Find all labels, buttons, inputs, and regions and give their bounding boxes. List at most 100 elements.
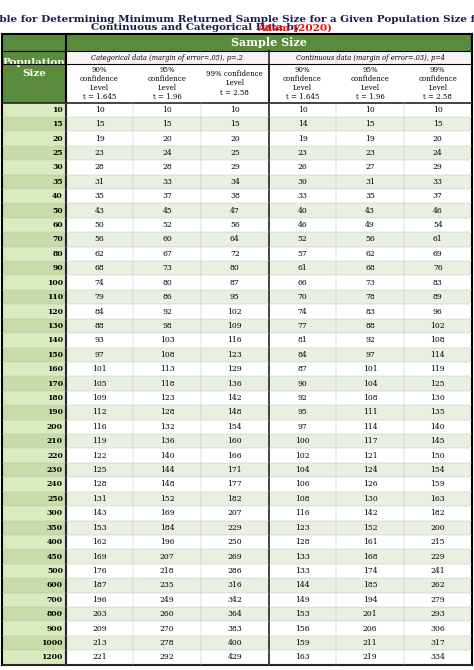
Bar — [201, 563, 269, 578]
Text: 306: 306 — [430, 624, 445, 632]
Text: 123: 123 — [295, 524, 310, 532]
Text: 110: 110 — [47, 293, 63, 301]
Text: 240: 240 — [47, 480, 63, 488]
Bar — [66, 333, 133, 348]
Text: 152: 152 — [363, 524, 377, 532]
Text: 292: 292 — [160, 653, 174, 661]
Text: 56: 56 — [95, 235, 104, 243]
Bar — [133, 607, 201, 621]
Text: 60: 60 — [162, 235, 172, 243]
Bar — [201, 535, 269, 549]
Bar — [2, 563, 66, 578]
Text: 118: 118 — [160, 380, 174, 387]
Bar — [404, 362, 472, 377]
Text: 92: 92 — [162, 308, 172, 316]
Bar — [404, 290, 472, 304]
Text: 160: 160 — [47, 365, 63, 373]
Text: 800: 800 — [47, 610, 63, 618]
Text: 46: 46 — [298, 221, 307, 229]
Text: 210: 210 — [47, 438, 63, 446]
Bar — [2, 131, 66, 146]
Text: 27: 27 — [365, 163, 375, 172]
Text: 269: 269 — [228, 553, 242, 561]
Text: 50: 50 — [95, 221, 104, 229]
Text: 80: 80 — [52, 250, 63, 258]
Bar — [201, 578, 269, 592]
Bar — [337, 362, 404, 377]
Bar — [201, 247, 269, 261]
Text: 56: 56 — [230, 221, 240, 229]
Bar — [269, 304, 337, 319]
Bar — [66, 319, 133, 333]
Bar — [133, 592, 201, 607]
Bar — [66, 232, 133, 247]
Bar — [133, 434, 201, 448]
Text: 66: 66 — [298, 279, 307, 287]
Bar — [404, 477, 472, 492]
Bar — [269, 319, 337, 333]
Text: 10: 10 — [365, 106, 375, 114]
Text: 10: 10 — [230, 106, 240, 114]
Text: 35: 35 — [95, 192, 104, 200]
Text: 148: 148 — [160, 480, 174, 488]
Text: 174: 174 — [363, 567, 377, 575]
Text: 24: 24 — [433, 149, 443, 157]
Text: 10: 10 — [433, 106, 443, 114]
Bar — [2, 448, 66, 463]
Text: 135: 135 — [430, 409, 445, 416]
Bar — [133, 578, 201, 592]
Bar — [2, 175, 66, 189]
Text: 180: 180 — [47, 394, 63, 402]
Text: 150: 150 — [47, 351, 63, 358]
Text: 109: 109 — [92, 394, 107, 402]
Bar — [133, 189, 201, 204]
Bar — [269, 607, 337, 621]
Text: 161: 161 — [363, 538, 377, 546]
Text: 20: 20 — [52, 135, 63, 143]
Text: 153: 153 — [92, 524, 107, 532]
Text: 15: 15 — [365, 120, 375, 128]
Text: 220: 220 — [47, 452, 63, 460]
Bar — [404, 218, 472, 232]
Bar — [269, 434, 337, 448]
Bar — [337, 275, 404, 290]
Text: Adam (2020): Adam (2020) — [257, 23, 332, 32]
Bar — [337, 650, 404, 665]
Text: 207: 207 — [228, 509, 242, 517]
Bar — [269, 51, 472, 64]
Bar — [66, 477, 133, 492]
Bar — [404, 319, 472, 333]
Bar — [201, 131, 269, 146]
Bar — [66, 146, 133, 160]
Text: 262: 262 — [430, 582, 445, 590]
Text: 102: 102 — [295, 452, 310, 460]
Text: 35: 35 — [52, 178, 63, 186]
Text: 80: 80 — [162, 279, 172, 287]
Bar — [201, 463, 269, 477]
Bar — [404, 304, 472, 319]
Bar — [2, 261, 66, 275]
Text: 125: 125 — [430, 380, 445, 387]
Bar — [133, 275, 201, 290]
Text: 286: 286 — [228, 567, 242, 575]
Text: 163: 163 — [295, 653, 310, 661]
Text: 150: 150 — [430, 452, 445, 460]
Text: 278: 278 — [160, 639, 174, 647]
Bar — [337, 492, 404, 506]
Bar — [133, 175, 201, 189]
Bar — [66, 51, 269, 64]
Bar — [2, 319, 66, 333]
Bar — [201, 492, 269, 506]
Text: 46: 46 — [433, 206, 443, 214]
Bar — [2, 34, 66, 103]
Text: 169: 169 — [160, 509, 174, 517]
Bar — [201, 189, 269, 204]
Bar — [133, 549, 201, 563]
Bar — [201, 117, 269, 131]
Bar — [66, 377, 133, 391]
Bar — [66, 131, 133, 146]
Bar — [269, 549, 337, 563]
Bar — [2, 549, 66, 563]
Text: 84: 84 — [298, 351, 307, 358]
Bar — [66, 419, 133, 434]
